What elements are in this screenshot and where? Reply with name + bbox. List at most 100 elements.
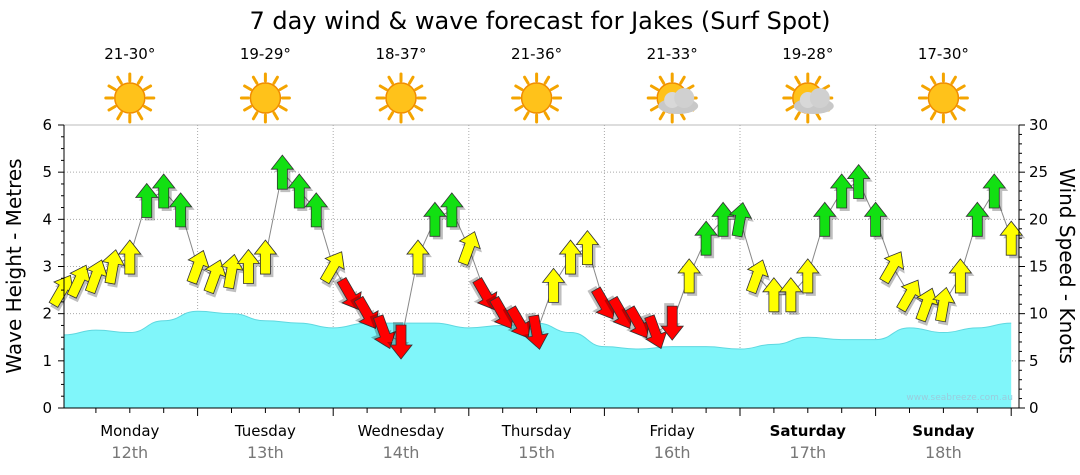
wind-arrow-shape — [948, 258, 973, 294]
wind-arrow-shape — [423, 201, 447, 237]
sun-ray — [956, 105, 966, 112]
wind-arrow — [558, 239, 585, 278]
sun-ray — [658, 75, 666, 85]
wind-arrow-shape — [711, 201, 735, 237]
sun-ray — [679, 75, 686, 85]
sun-ray — [251, 111, 259, 121]
wind-arrow — [728, 201, 754, 241]
sun-ray — [378, 84, 388, 91]
sun-ray — [136, 75, 144, 85]
sun-ray — [523, 111, 530, 121]
sun-ray — [929, 75, 937, 85]
wind-arrow — [151, 173, 178, 212]
temperature-range: 21-36° — [511, 45, 562, 63]
date-label: 12th — [111, 443, 148, 462]
date-label: 16th — [654, 443, 691, 462]
wind-arrow — [186, 249, 211, 289]
wind-arrow — [915, 287, 940, 326]
left-tick-label: 3 — [42, 258, 52, 276]
sun-disc — [249, 82, 282, 114]
right-tick-label: 15 — [1029, 258, 1048, 276]
wind-arrow-shape — [236, 248, 261, 284]
credit-watermark: www.seabreeze.com.au — [906, 393, 1013, 403]
wind-arrow-shape — [389, 324, 413, 360]
wind-arrow — [846, 163, 873, 202]
wind-arrow-shape — [101, 249, 125, 285]
sun-ray — [929, 111, 937, 121]
sun-icon — [375, 72, 427, 124]
temperature-range: 19-29° — [240, 45, 291, 63]
wind-arrow-shape — [373, 314, 397, 350]
sun-ray — [956, 84, 966, 91]
wind-arrow-shape — [151, 173, 176, 209]
wave-height-area — [64, 311, 1012, 408]
day-label: Wednesday — [358, 422, 445, 440]
wind-arrow — [101, 249, 127, 288]
wind-arrow-shape — [440, 192, 464, 228]
wind-arrow — [575, 229, 602, 268]
sun-ray — [243, 84, 253, 91]
date-label: 13th — [247, 443, 284, 462]
date-label: 14th — [383, 443, 420, 462]
wind-arrow — [134, 182, 161, 221]
day-label: Tuesday — [234, 422, 296, 440]
left-tick-label: 4 — [42, 210, 52, 228]
sun-ray — [107, 105, 117, 112]
wind-arrow-shape — [319, 251, 345, 285]
wind-arrow-shape — [203, 259, 227, 295]
wind-arrow-shape — [999, 220, 1024, 256]
sun-ray — [785, 105, 795, 112]
wind-arrow-shape — [575, 229, 600, 266]
date-label: 18th — [925, 443, 962, 462]
wind-arrow — [745, 259, 771, 298]
wind-arrow-shape — [168, 192, 193, 228]
weather-row: 21-30° 19-29° 18-37° 21-36° 21-33° 19-28° 17-3… — [104, 45, 969, 124]
wind-arrow-shape — [525, 314, 549, 350]
wind-arrow-shape — [728, 201, 753, 238]
sun-ray — [514, 84, 524, 91]
wind-arrow-shape — [745, 259, 769, 295]
sun-ray — [414, 105, 424, 112]
right-tick-label: 20 — [1029, 210, 1048, 228]
right-axis: 0 5 10 15 20 25 30 — [1018, 116, 1048, 417]
wind-arrow — [203, 259, 228, 298]
sun-ray — [950, 111, 957, 121]
sun-icon — [104, 72, 156, 124]
sun-ray — [116, 111, 123, 121]
left-tick-label: 0 — [42, 399, 52, 417]
sun-ray — [143, 84, 153, 91]
temperature-range: 19-28° — [782, 45, 833, 63]
wind-arrow — [319, 251, 346, 288]
sun-ray — [116, 75, 123, 85]
wind-arrow-shape — [134, 182, 159, 218]
right-tick-label: 0 — [1029, 399, 1039, 417]
wind-arrow — [220, 253, 246, 293]
sun-icon — [239, 72, 291, 124]
wind-arrow-shape — [965, 201, 990, 237]
wind-arrow — [829, 173, 856, 212]
cloud-puff — [674, 88, 695, 108]
sun-ray — [649, 84, 659, 91]
wind-arrow — [640, 313, 668, 350]
sun-ray — [549, 105, 559, 112]
sun-disc — [520, 82, 553, 114]
sun-ray — [549, 84, 559, 91]
wind-arrow — [779, 277, 805, 315]
temperature-range: 21-33° — [647, 45, 698, 63]
date-label: 17th — [789, 443, 826, 462]
wind-arrow — [270, 154, 297, 193]
sun-ray — [794, 75, 801, 85]
wind-arrow — [236, 248, 263, 287]
sun-ray — [387, 111, 394, 121]
sun-ray — [272, 75, 279, 85]
right-tick-label: 30 — [1029, 116, 1048, 134]
wind-arrow-shape — [779, 277, 803, 313]
sun-ray — [387, 75, 394, 85]
wind-arrow-shape — [863, 201, 888, 237]
wind-arrow — [812, 201, 839, 240]
day-label: Thursday — [501, 422, 572, 440]
wind-arrow-shape — [541, 267, 566, 303]
wind-arrow — [117, 239, 144, 278]
wind-arrow — [965, 201, 992, 240]
sun-icon — [511, 72, 563, 124]
